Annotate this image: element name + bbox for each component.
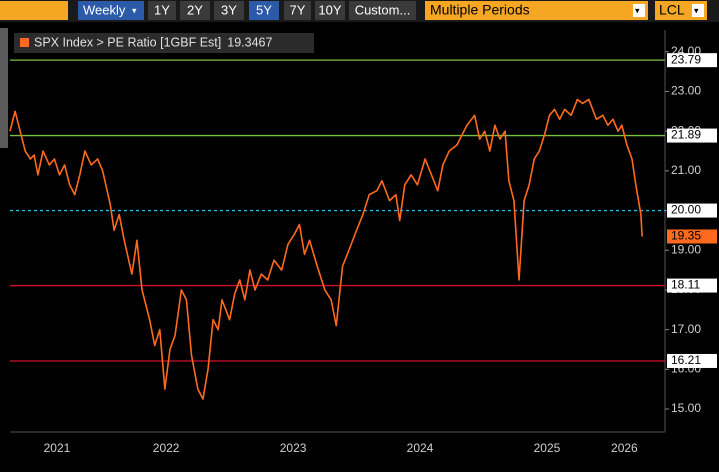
- reference-label: 21.89: [671, 128, 701, 142]
- reference-label: 18.11: [671, 278, 700, 292]
- reference-label: 20.00: [671, 203, 701, 217]
- range-label: 5Y: [256, 2, 272, 17]
- dropdown-arrow: ▾: [694, 5, 699, 15]
- legend-value: 19.3467: [227, 35, 272, 49]
- reference-label-bg: [667, 203, 717, 218]
- range-button[interactable]: [249, 1, 279, 20]
- currency-arrow-box: [692, 4, 704, 17]
- reference-label-bg: [667, 353, 717, 368]
- range-label: 3Y: [221, 2, 237, 17]
- y-tick-label: 15.00: [671, 401, 701, 415]
- range-label: 1Y: [154, 2, 170, 17]
- dropdown-arrow: ▾: [635, 5, 640, 15]
- range-button[interactable]: [349, 1, 416, 20]
- reference-label: 16.21: [671, 353, 701, 367]
- legend-label: SPX Index > PE Ratio [1GBF Est]: [34, 35, 221, 49]
- x-tick-label: 2024: [407, 441, 434, 455]
- range-button[interactable]: [214, 1, 244, 20]
- y-tick-label: 19.00: [671, 242, 701, 256]
- range-label: 10Y: [318, 2, 341, 17]
- y-tick-label: 17.00: [671, 322, 701, 336]
- x-tick-label: 2025: [534, 441, 561, 455]
- last-value-label: 19.35: [671, 229, 701, 243]
- reference-label-bg: [667, 128, 717, 143]
- dropdown-arrow: ▾: [132, 5, 137, 15]
- range-button[interactable]: [284, 1, 311, 20]
- range-label: 7Y: [290, 2, 306, 17]
- x-tick-label: 2023: [280, 441, 307, 455]
- mode-arrow-box: [633, 4, 645, 17]
- period-button[interactable]: [78, 1, 144, 20]
- reference-label-bg: [667, 53, 717, 68]
- reference-label: 23.79: [671, 52, 701, 66]
- reference-label-bg: [667, 278, 717, 293]
- scrollbar[interactable]: [0, 28, 8, 148]
- range-label: Custom...: [355, 2, 411, 17]
- range-button[interactable]: [148, 1, 176, 20]
- mode-dropdown[interactable]: [425, 1, 648, 20]
- range-label: 2Y: [187, 2, 203, 17]
- y-tick-label: 23.00: [671, 84, 701, 98]
- range-button[interactable]: [180, 1, 210, 20]
- last-value-label-bg: [667, 229, 717, 244]
- x-tick-label: 2021: [44, 441, 71, 455]
- currency-label: LCL: [659, 2, 685, 18]
- x-tick-label: 2022: [153, 441, 180, 455]
- legend-box: [14, 33, 314, 53]
- range-button[interactable]: [315, 1, 345, 20]
- x-tick-label: 2026: [611, 441, 638, 455]
- ticker-input[interactable]: [0, 1, 68, 20]
- data-line: [9, 98, 643, 400]
- legend-swatch: [20, 38, 29, 47]
- y-tick-label: 21.00: [671, 163, 701, 177]
- mode-label: Multiple Periods: [430, 2, 530, 18]
- period-label: Weekly: [83, 2, 126, 17]
